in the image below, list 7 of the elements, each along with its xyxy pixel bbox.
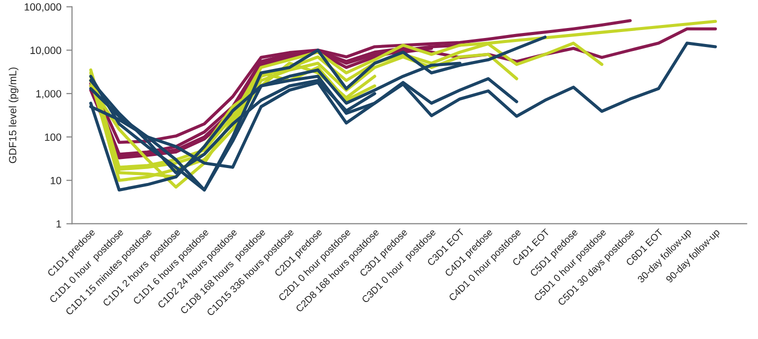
- y-tick-label: 100: [45, 133, 62, 141]
- y-tick-label: 10: [50, 176, 62, 184]
- y-axis-title: GDF15 level (pg/mL): [8, 68, 18, 164]
- y-tick-label: 1: [56, 220, 62, 228]
- y-tick-label: 10,000: [30, 46, 62, 56]
- y-tick-label: 1,000: [36, 90, 62, 99]
- y-tick-label: 100,000: [24, 3, 62, 12]
